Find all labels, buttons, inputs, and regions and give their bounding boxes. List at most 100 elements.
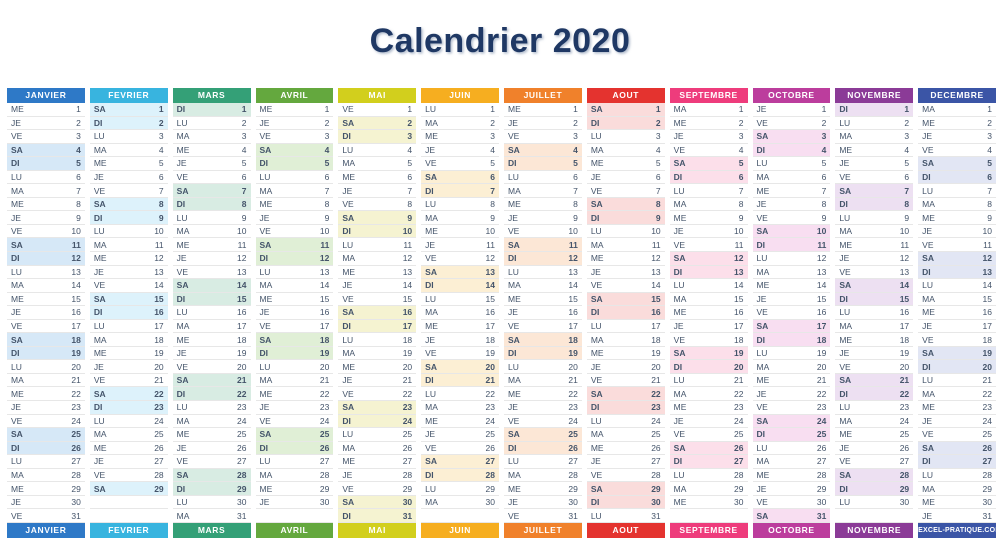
day-row: LU 31 <box>586 509 665 523</box>
day-number: 24 <box>982 415 992 426</box>
day-number: 27 <box>568 456 578 467</box>
day-row: MA 8 <box>669 197 748 212</box>
day-number: 8 <box>904 199 910 210</box>
day-abbr: DI <box>342 415 351 426</box>
day-number: 14 <box>651 280 661 291</box>
day-number: 16 <box>319 307 330 318</box>
day-abbr: LU <box>93 321 105 332</box>
day-number: 19 <box>485 348 495 359</box>
day-row: DI 13 <box>669 265 748 280</box>
day-number: 1 <box>821 104 827 115</box>
day-row: MA 18 <box>586 333 665 347</box>
day-number: 16 <box>154 307 164 318</box>
day-row: ME 4 <box>172 143 251 158</box>
day-abbr: MA <box>425 212 438 223</box>
day-number: 27 <box>154 456 164 467</box>
day-abbr: VE <box>342 199 354 210</box>
day-row: VE 11 <box>918 238 996 253</box>
day-number: 3 <box>76 131 81 142</box>
day-abbr: JE <box>508 117 518 128</box>
day-row: ME 25 <box>835 428 914 442</box>
day-number: 25 <box>982 429 992 440</box>
day-row: ME 3 <box>421 130 499 144</box>
day-number: 5 <box>821 158 827 169</box>
day-number: 15 <box>237 293 247 304</box>
day-abbr: LU <box>259 361 271 372</box>
day-abbr: DI <box>11 348 20 359</box>
day-abbr: VE <box>93 280 106 291</box>
day-row: VE 4 <box>918 143 996 158</box>
day-row: LU 13 <box>504 265 582 280</box>
day-abbr: DI <box>11 442 20 453</box>
day-number: 9 <box>904 212 910 223</box>
day-abbr: LU <box>259 456 271 467</box>
day-abbr: SA <box>922 253 934 264</box>
day-abbr: SA <box>93 388 106 399</box>
month-header: FEVRIER <box>89 88 168 103</box>
day-number: 5 <box>324 158 330 169</box>
day-abbr: SA <box>176 280 189 291</box>
day-number: 2 <box>821 117 827 128</box>
day-row: SA 26 <box>918 441 996 456</box>
day-row: VE 8 <box>338 197 417 212</box>
day-abbr: LU <box>673 280 685 291</box>
day-row: VE 16 <box>752 306 831 320</box>
day-row: JE 31 <box>918 509 996 523</box>
day-abbr: JE <box>922 321 933 332</box>
day-abbr: LU <box>756 158 768 169</box>
day-row: JE 30 <box>255 495 334 510</box>
day-number: 2 <box>738 117 744 128</box>
day-abbr: ME <box>176 334 190 345</box>
day-row: VE 31 <box>504 509 582 523</box>
day-abbr: MA <box>590 144 604 155</box>
day-row: MA 28 <box>7 468 85 483</box>
day-row: SA 1 <box>89 103 168 117</box>
day-row: JE 13 <box>586 265 665 280</box>
day-abbr: JE <box>342 375 353 386</box>
day-abbr: DI <box>259 158 269 169</box>
day-number: 4 <box>76 144 81 155</box>
month-header: DECEMBRE <box>918 88 996 103</box>
day-row: DI 12 <box>255 252 334 266</box>
day-number: 5 <box>76 158 81 169</box>
day-number: 27 <box>899 456 910 467</box>
day-abbr: ME <box>590 158 604 169</box>
day-row: JE 20 <box>586 360 665 374</box>
day-abbr: JE <box>259 497 270 508</box>
day-number: 18 <box>71 334 81 345</box>
day-abbr: DI <box>425 375 434 386</box>
day-abbr: JE <box>11 307 21 318</box>
day-row: ME 5 <box>89 157 168 171</box>
day-number: 3 <box>904 131 910 142</box>
day-row: DI 16 <box>89 306 168 320</box>
day-row: JE 25 <box>421 428 499 442</box>
day-number: 11 <box>734 239 744 250</box>
day-abbr: DI <box>11 158 20 169</box>
brand-footer-link[interactable]: EXCEL-PRATIQUE.COM <box>918 523 996 539</box>
day-abbr: SA <box>342 212 355 223</box>
day-abbr: MA <box>673 199 687 210</box>
day-number: 21 <box>651 375 661 386</box>
day-row: ME 11 <box>835 238 914 253</box>
day-abbr: JE <box>176 158 187 169</box>
day-abbr: JE <box>673 226 684 237</box>
day-row: SA 13 <box>421 265 499 280</box>
day-number: 8 <box>573 199 578 210</box>
day-number: 14 <box>734 280 744 291</box>
day-row: DI 2 <box>89 116 168 131</box>
day-abbr: SA <box>756 226 769 237</box>
day-number: 15 <box>816 293 827 304</box>
day-abbr: VE <box>922 144 934 155</box>
day-row: ME 19 <box>586 346 665 361</box>
day-number: 24 <box>237 415 247 426</box>
day-number: 21 <box>402 375 413 386</box>
day-number: 29 <box>816 483 827 494</box>
day-abbr: LU <box>11 456 22 467</box>
day-abbr: VE <box>11 131 23 142</box>
day-row: SA 29 <box>89 482 168 496</box>
day-abbr: DI <box>508 348 517 359</box>
day-row: LU 20 <box>255 360 334 374</box>
day-row: VE 19 <box>421 346 499 361</box>
day-abbr: LU <box>756 442 768 453</box>
day-row: JE 26 <box>172 441 251 456</box>
